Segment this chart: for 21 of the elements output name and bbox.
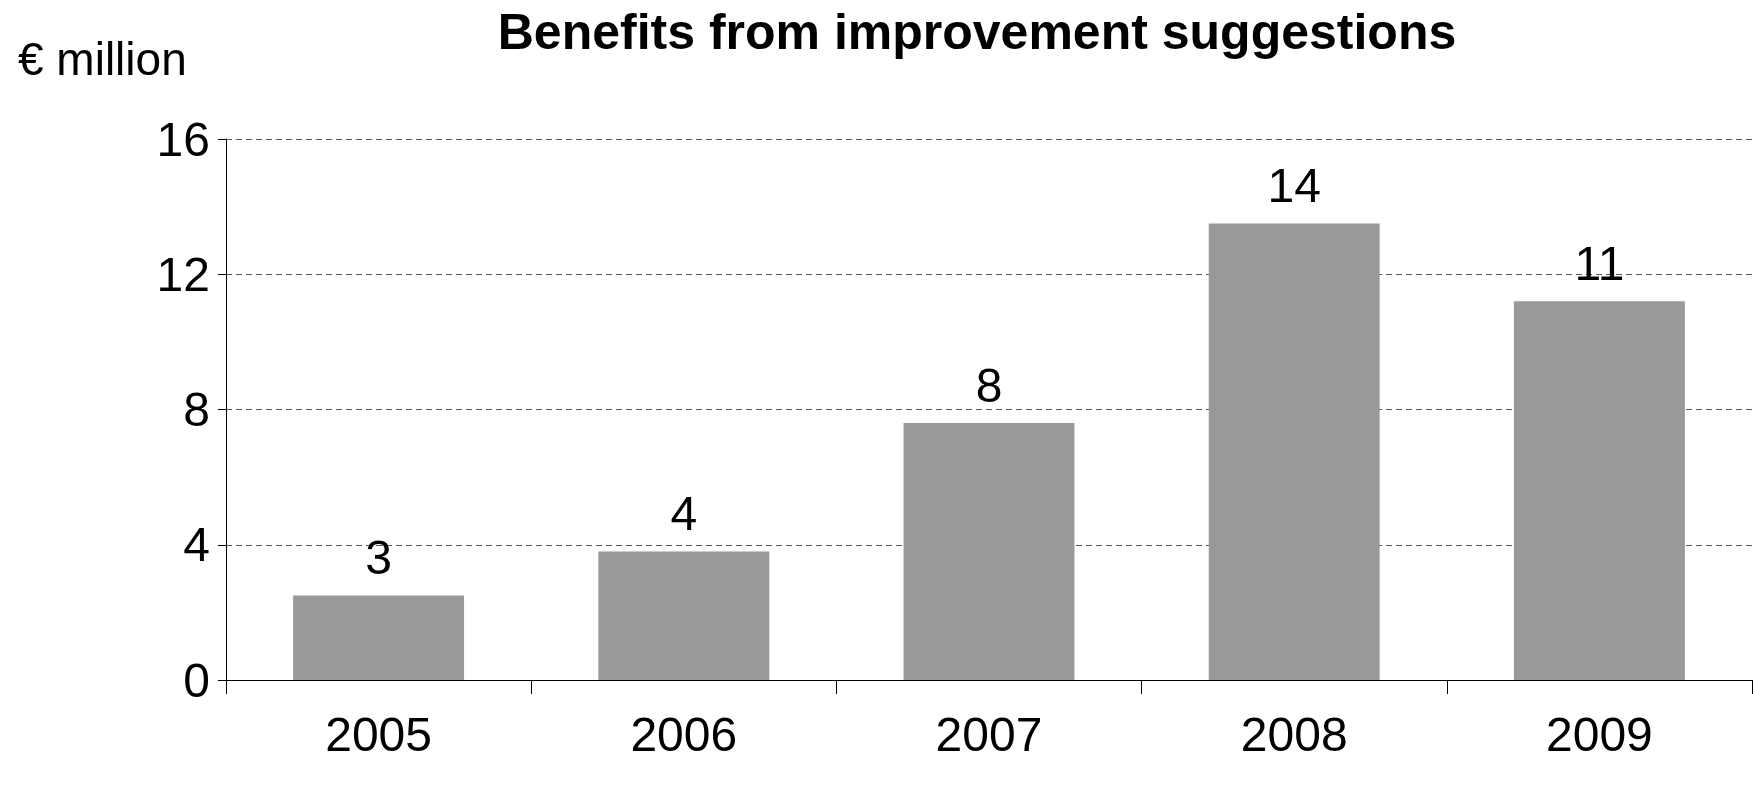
data-label: 8 bbox=[975, 358, 1003, 412]
bar bbox=[903, 423, 1075, 680]
x-tick-label: 2005 bbox=[325, 707, 432, 761]
bar bbox=[1208, 223, 1380, 680]
x-tick-label: 2007 bbox=[935, 707, 1043, 761]
bar bbox=[598, 551, 770, 680]
y-tick-label: 16 bbox=[156, 112, 210, 166]
x-tick-label: 2006 bbox=[630, 707, 738, 761]
bar bbox=[293, 595, 465, 680]
y-tick-label: 4 bbox=[183, 518, 210, 572]
y-tick-label: 0 bbox=[183, 653, 210, 707]
x-tick-label: 2008 bbox=[1240, 707, 1348, 761]
bar bbox=[1513, 301, 1685, 680]
chart-title: Benefits from improvement suggestions bbox=[497, 4, 1457, 60]
data-label: 4 bbox=[670, 487, 698, 541]
data-label: 3 bbox=[365, 530, 392, 584]
x-tick-label: 2009 bbox=[1546, 707, 1653, 761]
y-axis-title: € million bbox=[18, 33, 187, 85]
y-tick-label: 8 bbox=[183, 383, 210, 436]
y-tick-label: 12 bbox=[156, 247, 210, 301]
data-label: 14 bbox=[1267, 159, 1321, 213]
